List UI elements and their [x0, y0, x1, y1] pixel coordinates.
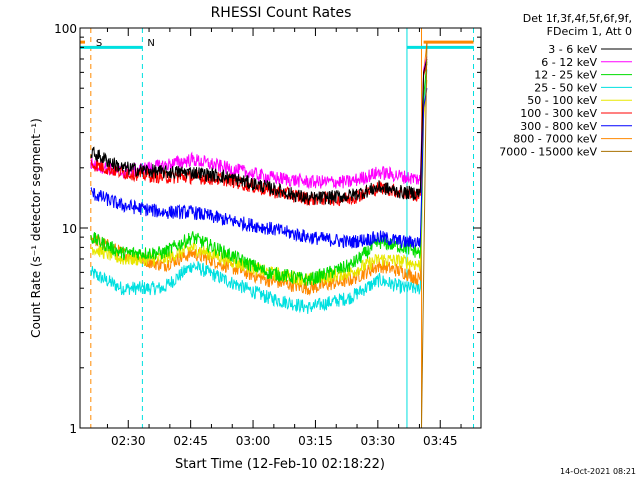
x-tick-label-03-00: 03:00 — [236, 434, 271, 448]
legend-header-line-1: Det 1f,3f,4f,5f,6f,9f, — [523, 12, 632, 25]
state-label-n: N — [147, 38, 154, 49]
series-line-25-50-kev — [90, 69, 428, 314]
legend-label-50-100-kev: 50 - 100 keV — [527, 94, 597, 107]
y-tick-label-1: 1 — [69, 422, 77, 436]
footer-date: 14-Oct-2021 08:21 — [560, 467, 636, 476]
series-line-100-300-kev — [90, 63, 428, 207]
series-line-3-6-kev — [90, 58, 428, 205]
legend-label-100-300-kev: 100 - 300 keV — [520, 107, 597, 120]
x-tick-label-03-30: 03:30 — [361, 434, 396, 448]
y-axis-label: Count Rate (s⁻¹ detector segment⁻¹) — [29, 118, 43, 338]
legend-label-25-50-kev: 25 - 50 keV — [534, 81, 597, 94]
legend-label-800-7000-kev: 800 - 7000 keV — [513, 133, 597, 146]
legend-label-3-6-kev: 3 - 6 keV — [548, 43, 597, 56]
legend-label-6-12-kev: 6 - 12 keV — [541, 56, 597, 69]
y-tick-label-100: 100 — [54, 22, 77, 36]
legend-label-300-800-kev: 300 - 800 keV — [520, 120, 597, 133]
series-line-12-25-kev — [90, 61, 428, 286]
x-tick-label-02-30: 02:30 — [111, 434, 146, 448]
series-line-7000-15000-kev — [421, 43, 428, 428]
x-tick-label-03-15: 03:15 — [298, 434, 333, 448]
legend-header-line-2: FDecim 1, Att 0 — [547, 25, 632, 38]
x-tick-label-02-45: 02:45 — [173, 434, 208, 448]
state-label-s: S — [96, 38, 102, 49]
chart-title: RHESSI Count Rates — [211, 5, 352, 21]
x-tick-label-03-45: 03:45 — [423, 434, 458, 448]
legend: Det 1f,3f,4f,5f,6f,9f, FDecim 1, Att 0 3… — [499, 12, 632, 158]
x-axis-label: Start Time (12-Feb-10 02:18:22) — [175, 457, 385, 472]
legend-label-7000-15000-kev: 7000 - 15000 keV — [499, 145, 597, 158]
series-line-300-800-kev — [90, 88, 428, 249]
legend-label-12-25-kev: 12 - 25 keV — [534, 69, 597, 82]
y-tick-label-10: 10 — [62, 222, 77, 236]
